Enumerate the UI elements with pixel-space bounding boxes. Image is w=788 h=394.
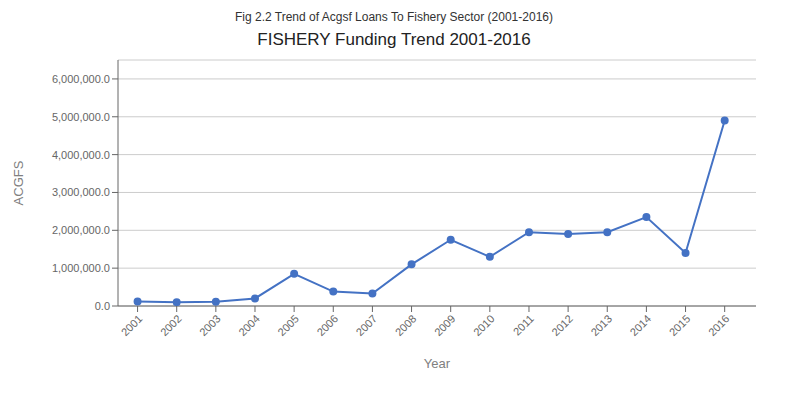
- svg-text:2014: 2014: [628, 312, 654, 338]
- svg-text:4,000,000.0: 4,000,000.0: [52, 149, 110, 161]
- svg-text:2008: 2008: [393, 312, 419, 338]
- svg-text:2007: 2007: [354, 312, 380, 338]
- svg-text:2010: 2010: [471, 312, 497, 338]
- svg-text:2003: 2003: [197, 312, 223, 338]
- svg-text:ACGFS: ACGFS: [11, 160, 26, 205]
- svg-text:2009: 2009: [432, 312, 458, 338]
- svg-text:5,000,000.0: 5,000,000.0: [52, 111, 110, 123]
- svg-text:2013: 2013: [588, 312, 614, 338]
- svg-text:2011: 2011: [511, 312, 536, 337]
- svg-text:6,000,000.0: 6,000,000.0: [52, 73, 110, 85]
- svg-text:2015: 2015: [667, 312, 693, 338]
- svg-text:2004: 2004: [236, 312, 262, 338]
- svg-text:0.0: 0.0: [95, 300, 110, 312]
- html-text:FISHERY Funding Trend 2001-201: FISHERY Funding Trend 2001-2016: [257, 30, 531, 49]
- svg-text:2002: 2002: [158, 312, 184, 338]
- svg-text:2001: 2001: [119, 312, 145, 338]
- svg-text:2012: 2012: [549, 312, 575, 338]
- svg-text:3,000,000.0: 3,000,000.0: [52, 186, 110, 198]
- svg-text:1,000,000.0: 1,000,000.0: [52, 262, 110, 274]
- svg-text:2005: 2005: [275, 312, 301, 338]
- svg-text:Year: Year: [424, 356, 451, 371]
- svg-text:2016: 2016: [706, 312, 732, 338]
- html-text:Fig 2.2 Trend of Acgsf Loans T: Fig 2.2 Trend of Acgsf Loans To Fishery …: [235, 10, 553, 24]
- svg-text:2,000,000.0: 2,000,000.0: [52, 224, 110, 236]
- svg-text:2006: 2006: [314, 312, 340, 338]
